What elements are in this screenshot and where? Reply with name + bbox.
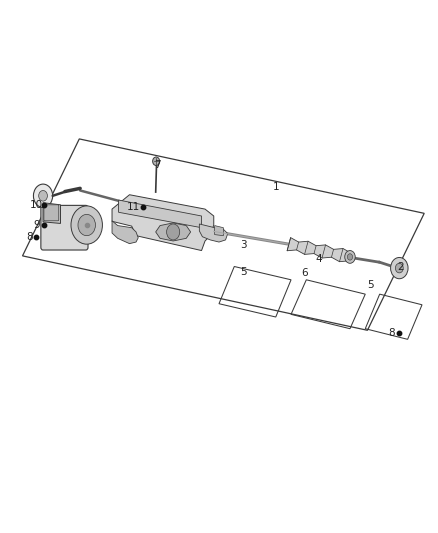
Polygon shape [112, 195, 214, 251]
Polygon shape [43, 203, 60, 223]
Text: 8: 8 [26, 232, 32, 243]
Circle shape [347, 254, 353, 260]
Text: 5: 5 [367, 280, 374, 290]
FancyBboxPatch shape [41, 205, 88, 250]
Text: 11: 11 [127, 202, 141, 212]
Text: 4: 4 [315, 254, 322, 263]
Circle shape [166, 224, 180, 240]
Circle shape [345, 251, 355, 263]
Text: 10: 10 [30, 200, 43, 211]
Polygon shape [215, 225, 223, 236]
Circle shape [152, 157, 159, 165]
Text: 1: 1 [272, 182, 279, 192]
Text: 8: 8 [388, 328, 395, 338]
Text: 9: 9 [33, 220, 40, 230]
Circle shape [396, 263, 403, 273]
Circle shape [33, 184, 53, 207]
Polygon shape [119, 200, 201, 228]
Circle shape [71, 206, 102, 244]
Text: 7: 7 [155, 160, 161, 171]
FancyBboxPatch shape [44, 205, 59, 221]
Text: 3: 3 [240, 240, 246, 250]
Circle shape [39, 190, 47, 201]
Circle shape [391, 257, 408, 279]
Polygon shape [199, 224, 228, 242]
Text: 5: 5 [240, 267, 246, 277]
Polygon shape [155, 223, 191, 241]
Text: 6: 6 [301, 269, 307, 278]
Polygon shape [287, 238, 351, 262]
Polygon shape [112, 221, 138, 244]
Circle shape [78, 214, 95, 236]
Text: 2: 2 [397, 262, 403, 271]
